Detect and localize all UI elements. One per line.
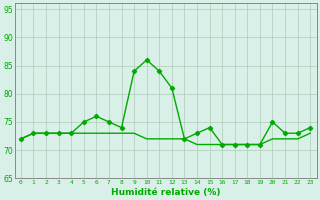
X-axis label: Humidité relative (%): Humidité relative (%) — [111, 188, 220, 197]
